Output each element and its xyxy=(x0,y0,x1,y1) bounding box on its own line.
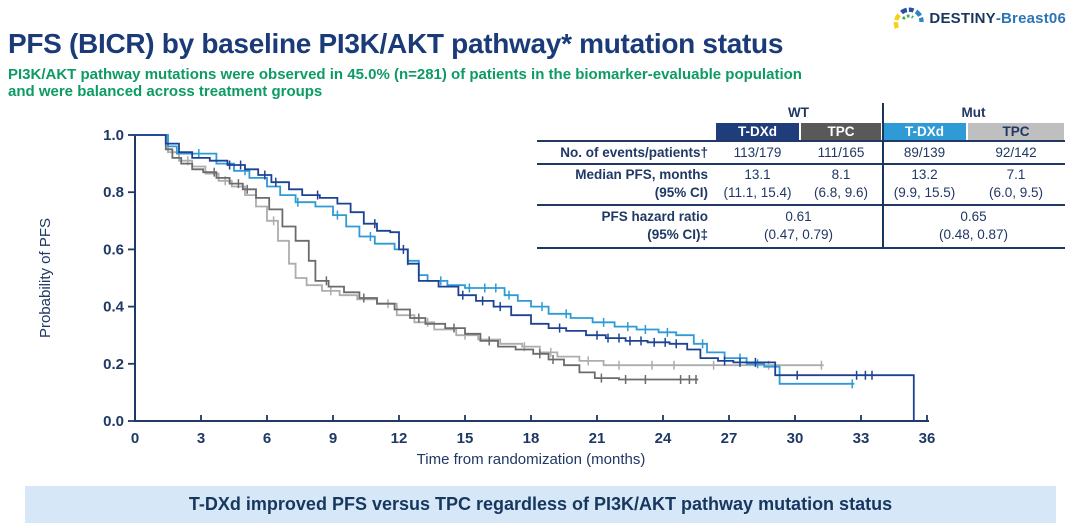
svg-text:0: 0 xyxy=(131,430,139,447)
svg-text:3: 3 xyxy=(197,430,205,447)
median-mut-tpc: 7.1 (6.0, 9.5) xyxy=(988,167,1044,200)
svg-text:Probability of PFS: Probability of PFS xyxy=(37,218,54,338)
col-header-mut-tpc: TPC xyxy=(968,122,1064,140)
subtitle-line-1: PI3K/AKT pathway mutations were observed… xyxy=(8,66,802,83)
svg-text:1.0: 1.0 xyxy=(103,127,124,144)
col-header-mut-tdxd: T-DXd xyxy=(883,122,966,140)
svg-text:27: 27 xyxy=(721,430,738,447)
svg-text:36: 36 xyxy=(919,430,936,447)
conclusion-banner: T-DXd improved PFS versus TPC regardless… xyxy=(25,486,1056,523)
row-label-median: Median PFS, months (95% CI) xyxy=(575,167,708,200)
conclusion-text: T-DXd improved PFS versus TPC regardless… xyxy=(188,494,893,514)
group-header-wt: WT xyxy=(788,105,809,120)
svg-text:33: 33 xyxy=(853,430,870,447)
svg-text:30: 30 xyxy=(787,430,804,447)
median-wt-tpc: 8.1 (6.8, 9.6) xyxy=(813,167,869,200)
events-mut-tpc: 92/142 xyxy=(995,144,1037,160)
group-header-row: WT Mut xyxy=(537,103,1065,122)
subtitle: PI3K/AKT pathway mutations were observed… xyxy=(8,66,802,100)
column-header-row: T-DXd TPC T-DXd TPC xyxy=(537,122,1065,140)
table-row-hazard-ratio: PFS hazard ratio (95% CI)‡ 0.61 (0.47, 0.… xyxy=(537,206,1065,249)
destiny-logo-icon xyxy=(894,7,925,29)
hr-mut: 0.65 (0.48, 0.87) xyxy=(938,209,1009,242)
group-header-mut: Mut xyxy=(961,105,986,120)
median-wt-tdxd: 13.1 (11.1, 15.4) xyxy=(723,167,792,200)
logo-text: DESTINY-Breast06 xyxy=(929,10,1066,27)
svg-text:9: 9 xyxy=(329,430,337,447)
row-label-hr: PFS hazard ratio (95% CI)‡ xyxy=(601,209,708,242)
svg-text:0.2: 0.2 xyxy=(103,356,124,373)
svg-text:0.8: 0.8 xyxy=(103,184,124,201)
median-mut-tdxd: 13.2 (9.9, 15.5) xyxy=(893,167,956,200)
svg-text:21: 21 xyxy=(589,430,606,447)
svg-text:15: 15 xyxy=(457,430,474,447)
svg-text:6: 6 xyxy=(263,430,271,447)
events-wt-tpc: 111/165 xyxy=(817,144,865,160)
logo-text-secondary: -Breast06 xyxy=(995,9,1066,27)
table-row-events: No. of events/patients† 113/179 111/165 … xyxy=(537,140,1065,165)
svg-text:0.6: 0.6 xyxy=(103,241,124,258)
row-label-events: No. of events/patients† xyxy=(560,144,708,160)
page-title: PFS (BICR) by baseline PI3K/AKT pathway*… xyxy=(8,28,784,59)
svg-text:12: 12 xyxy=(391,430,408,447)
col-header-wt-tdxd: T-DXd xyxy=(716,122,799,140)
events-wt-tdxd: 113/179 xyxy=(733,144,782,160)
subtitle-line-2: and were balanced across treatment group… xyxy=(8,83,323,100)
table-row-median-pfs: Median PFS, months (95% CI) 13.1 (11.1, 1… xyxy=(537,165,1065,206)
hr-wt: 0.61 (0.47, 0.79) xyxy=(763,209,834,242)
col-header-wt-tpc: TPC xyxy=(801,122,881,140)
km-chart: 0 3 6 9 12 15 18 21 24 27 30 33 360.00.20.40.60.81.0… xyxy=(37,127,936,468)
svg-text:0.4: 0.4 xyxy=(103,299,125,316)
svg-text:Time from randomization (month: Time from randomization (months) xyxy=(417,451,646,468)
stats-table: WT Mut T-DXd TPC T-DXd TPC No. of events… xyxy=(537,103,1065,249)
events-mut-tdxd: 89/139 xyxy=(903,144,946,160)
svg-text:24: 24 xyxy=(655,430,672,447)
svg-text:0.0: 0.0 xyxy=(103,413,124,430)
destiny-breast06-logo: DESTINY-Breast06 xyxy=(892,5,1066,31)
svg-text:18: 18 xyxy=(523,430,540,447)
logo-text-primary: DESTINY xyxy=(929,9,996,27)
wt-mut-divider xyxy=(882,103,884,249)
